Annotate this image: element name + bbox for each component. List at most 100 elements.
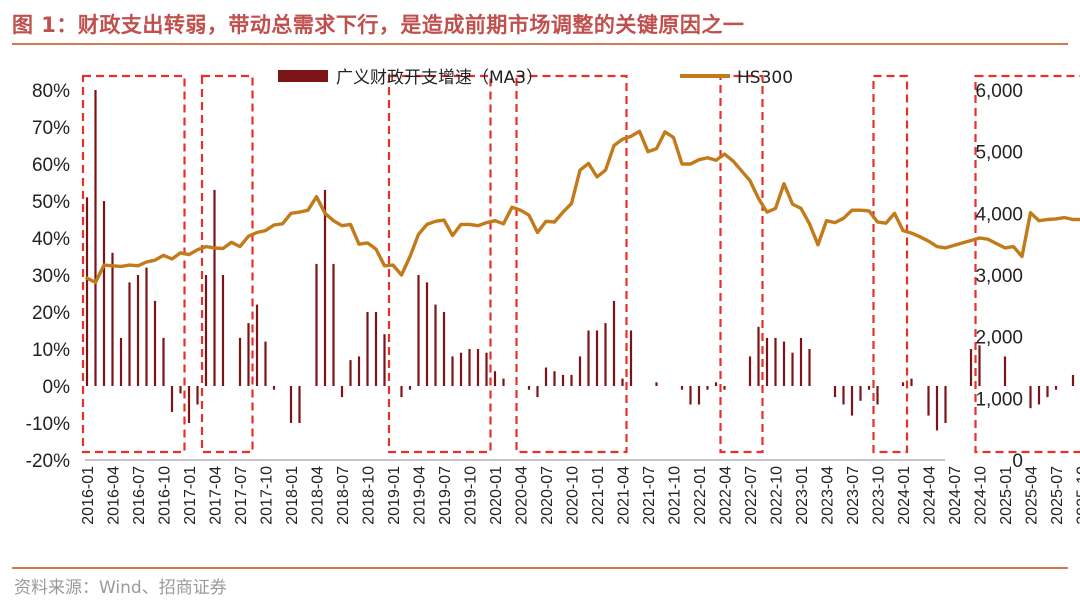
bar-61 <box>604 323 607 386</box>
bar-27 <box>315 263 318 386</box>
bar-116 <box>1071 374 1075 386</box>
x-tick-label: 2020-10 <box>565 466 582 525</box>
bar-88 <box>833 386 837 398</box>
x-axis: 2016-01 2016-04 2016-07 2016-10 2017-01 2017-… <box>80 459 1080 525</box>
y-left-tick-label: -10% <box>26 414 70 435</box>
bar-78 <box>748 356 752 386</box>
bar-62 <box>612 300 616 386</box>
bar-24 <box>289 386 293 423</box>
bar-54 <box>544 367 548 386</box>
x-tick-label: 2021-04 <box>616 466 633 525</box>
bar-42 <box>442 312 446 386</box>
bar-29 <box>332 263 335 386</box>
bar-71 <box>689 386 692 405</box>
bar-2 <box>102 201 106 386</box>
x-tick-label: 2023-01 <box>794 466 811 525</box>
bar-11 <box>179 386 182 394</box>
bar-85 <box>808 349 811 386</box>
highlight-box-5 <box>719 74 764 454</box>
x-tick-label: 2018-10 <box>361 466 378 525</box>
highlight-boxes <box>81 74 1080 454</box>
x-tick-label: 2016-07 <box>131 466 148 525</box>
x-tick-label: 2016-01 <box>80 466 97 525</box>
bar-81 <box>774 337 777 386</box>
bar-30 <box>340 386 344 398</box>
bar-79 <box>757 326 760 386</box>
x-tick-label: 2023-10 <box>871 466 888 525</box>
bar-112 <box>1037 386 1041 405</box>
highlight-box-3 <box>387 74 492 454</box>
bar-37 <box>400 386 403 398</box>
x-tick-label: 2019-01 <box>386 466 403 525</box>
bar-13 <box>196 386 199 405</box>
bar-64 <box>629 330 633 386</box>
bar-91 <box>859 386 862 401</box>
bar-33 <box>366 312 369 386</box>
x-tick-label: 2022-10 <box>769 466 786 525</box>
bar-6 <box>136 275 140 386</box>
bar-74 <box>714 382 718 386</box>
y-right-tick-label: 5,000 <box>975 143 1023 164</box>
bar-100 <box>935 386 939 431</box>
legend-bar-swatch <box>278 70 328 82</box>
x-tick-label: 2016-04 <box>106 466 123 525</box>
x-tick-label: 2024-10 <box>973 466 990 525</box>
bar-5 <box>128 282 131 386</box>
bar-39 <box>417 275 420 386</box>
x-tick-label: 2025-07 <box>1049 466 1066 525</box>
legend-bar-label: 广义财政开支增速（MA3） <box>336 68 543 88</box>
bar-21 <box>264 341 267 386</box>
x-tick-label: 2019-10 <box>463 466 480 525</box>
bar-0 <box>85 197 89 386</box>
x-tick-label: 2018-07 <box>335 466 352 525</box>
bar-55 <box>553 371 556 386</box>
bar-44 <box>459 352 463 386</box>
bar-20 <box>255 304 259 386</box>
x-tick-label: 2025-01 <box>998 466 1015 525</box>
y-left-tick-label: 70% <box>32 118 70 139</box>
bar-111 <box>1029 386 1032 409</box>
bar-19 <box>247 323 250 386</box>
bar-101 <box>944 386 947 423</box>
y-left-tick-label: -20% <box>26 451 70 472</box>
x-tick-label: 2023-07 <box>845 466 862 525</box>
bar-4 <box>119 337 123 386</box>
bar-70 <box>680 386 684 390</box>
hs300-line <box>85 129 1080 285</box>
bar-99 <box>927 386 930 416</box>
x-tick-label: 2019-07 <box>437 466 454 525</box>
bar-92 <box>867 386 871 390</box>
x-tick-label: 2019-04 <box>412 466 429 525</box>
legend: 广义财政开支增速（MA3） HS300 <box>278 68 793 88</box>
x-tick-label: 2025-04 <box>1024 466 1041 525</box>
bar-16 <box>221 275 225 386</box>
bar-15 <box>213 189 216 386</box>
footer-rule <box>12 567 1068 569</box>
y-right-tick-label: 1,000 <box>975 389 1023 410</box>
bar-8 <box>153 300 157 386</box>
bar-73 <box>706 386 709 390</box>
bar-46 <box>476 349 480 386</box>
x-tick-label: 2020-01 <box>488 466 505 525</box>
bar-3 <box>111 252 114 386</box>
bar-10 <box>170 386 174 412</box>
bar-114 <box>1054 386 1058 390</box>
x-tick-label: 2020-04 <box>514 466 531 525</box>
bar-83 <box>791 352 794 386</box>
bar-14 <box>204 275 208 386</box>
x-tick-label: 2017-04 <box>208 466 225 525</box>
y-right-tick-label: 3,000 <box>975 266 1023 287</box>
bar-93 <box>876 386 879 405</box>
x-tick-label: 2024-07 <box>947 466 964 525</box>
x-tick-label: 2020-07 <box>539 466 556 525</box>
x-tick-label: 2021-01 <box>590 466 607 525</box>
x-tick-label: 2018-01 <box>284 466 301 525</box>
bar-80 <box>765 337 769 386</box>
bar-34 <box>374 312 378 386</box>
bar-45 <box>468 349 471 386</box>
bar-97 <box>910 378 913 386</box>
bar-63 <box>621 378 624 386</box>
bar-59 <box>587 330 590 386</box>
bar-35 <box>383 334 386 386</box>
